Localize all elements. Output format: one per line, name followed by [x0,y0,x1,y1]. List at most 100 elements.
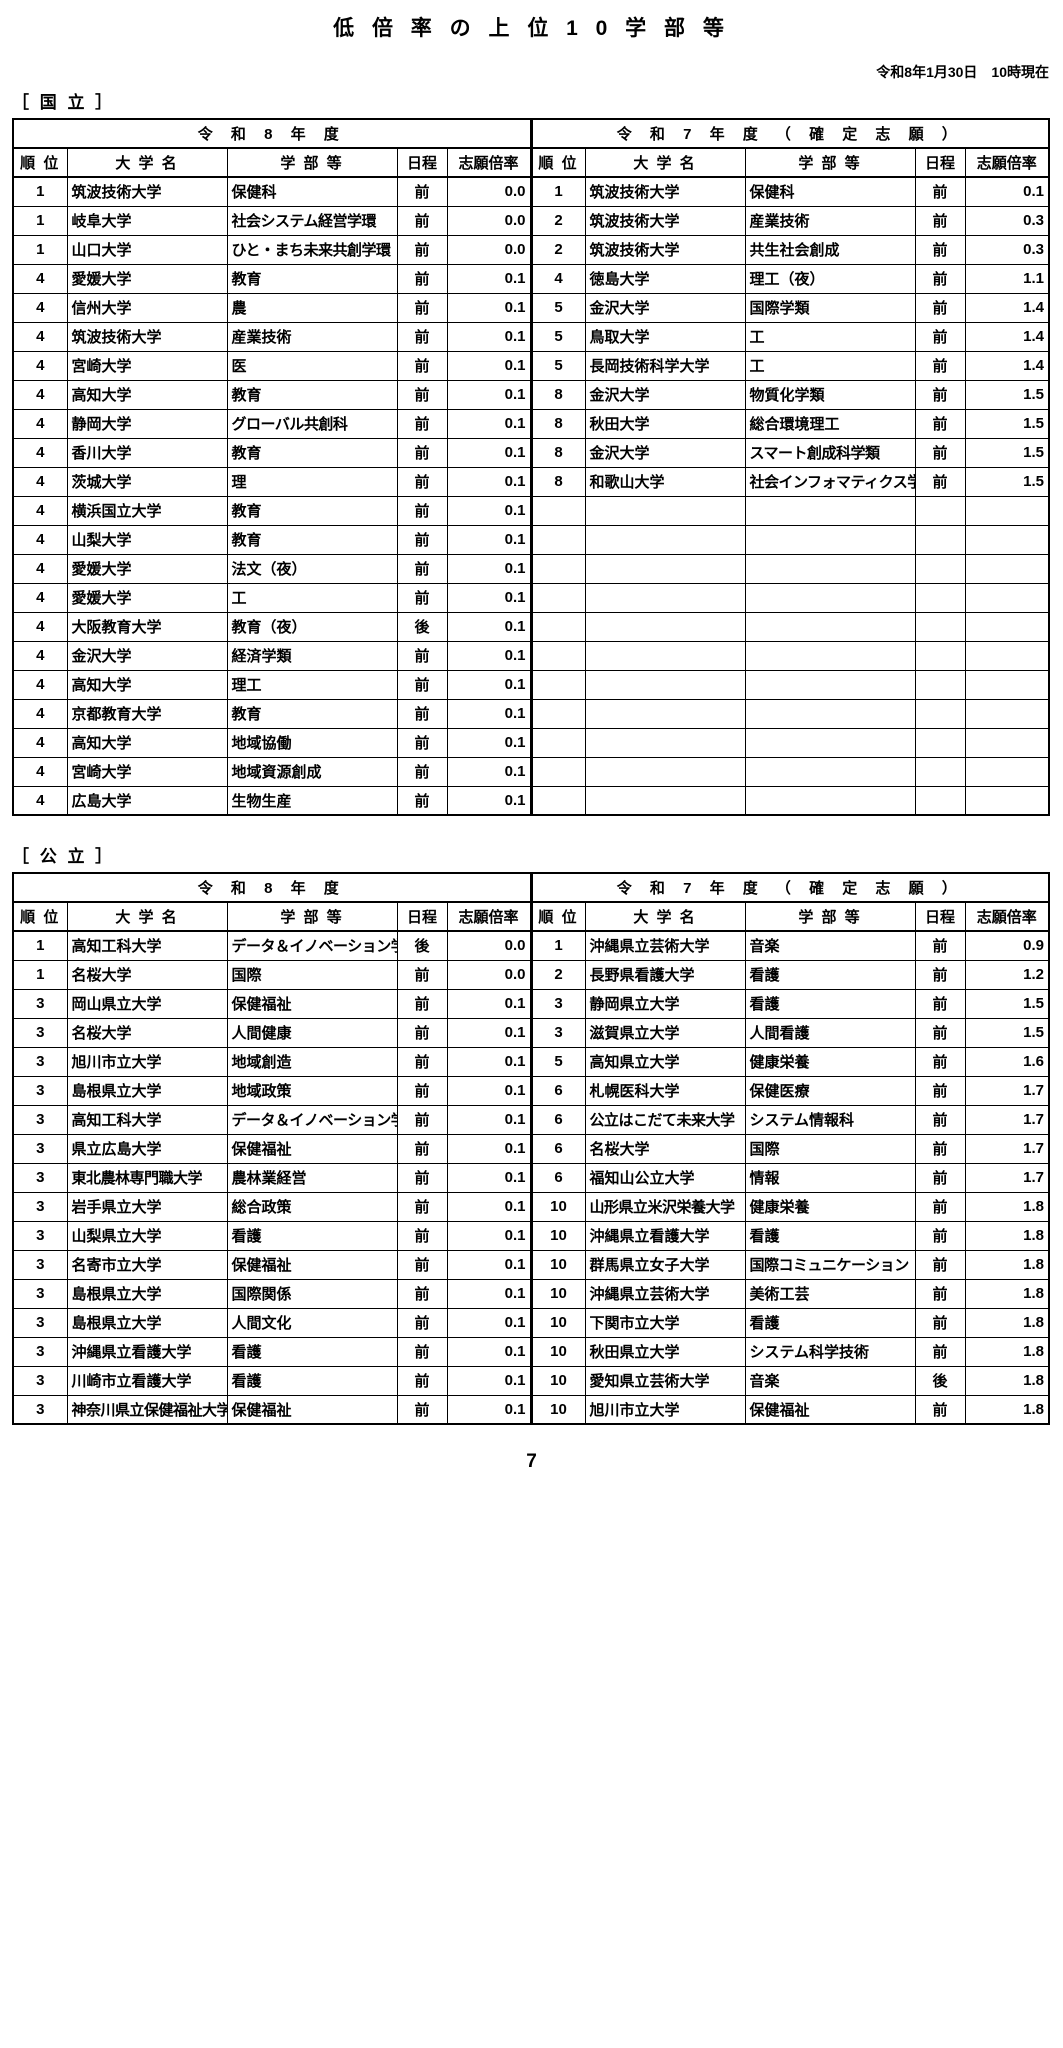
cell-faculty-right: 健康栄養 [744,1191,916,1222]
cell-university-right: 福知山公立大学 [584,1162,746,1193]
cell-schedule-left: 前 [396,1307,448,1338]
cell-university-right: 金沢大学 [584,292,746,323]
cell-rank-left: 4 [12,640,68,671]
cell-faculty-right: 共生社会創成 [744,234,916,265]
cell-schedule-left: 前 [396,1220,448,1251]
cell-schedule-right: 前 [914,1133,966,1164]
cell-schedule-left: 前 [396,1162,448,1193]
cell-university-left: 大阪教育大学 [66,611,228,642]
cell-rank-left: 4 [12,263,68,294]
cell-rank-right [529,611,586,642]
cell-schedule-left: 前 [396,698,448,729]
cell-rank-right: 5 [529,321,586,352]
cell-faculty-left: 農 [226,292,398,323]
cell-rank-right: 10 [529,1278,586,1309]
cell-university-left: 横浜国立大学 [66,495,228,526]
table-row: 4 筑波技術大学 産業技術前 0.1 5 鳥取大学工前 1.4 [12,321,1050,352]
cell-schedule-right: 前 [914,379,966,410]
table-row: 4 宮崎大学医前 0.1 5 長岡技術科学大学工前 1.4 [12,350,1050,381]
cell-ratio-left: 0.1 [446,553,533,584]
cell-ratio-right: 1.7 [964,1075,1050,1106]
table-row: 3 島根県立大学 地域政策前 0.1 6 札幌医科大学 保健医療前 1.7 [12,1075,1050,1106]
cell-schedule-left: 前 [396,1017,448,1048]
table-row: 1 筑波技術大学 保健科前 0.0 1 筑波技術大学 保健科前 0.1 [12,176,1050,207]
cell-rank-left: 1 [12,176,68,207]
cell-ratio-right: 1.7 [964,1104,1050,1135]
cell-rank-left: 3 [12,1278,68,1309]
table-row: 4 高知大学 理工前 0.1 [12,669,1050,700]
cell-faculty-left: 産業技術 [226,321,398,352]
cell-university-left: 沖縄県立看護大学 [66,1336,228,1367]
section-label-public: ［ 公 立 ］ [12,847,116,866]
national-table: 令 和 8 年 度 令 和 7 年 度 （ 確 定 志 願 ） 順 位 大 学 … [12,118,1051,816]
cell-rank-right [529,553,586,584]
cell-university-right [584,785,746,816]
cell-rank-right [529,495,586,526]
cell-ratio-right: 1.5 [964,408,1050,439]
cell-university-left: 山口大学 [66,234,228,265]
section-label-national: ［ 国 立 ］ [12,93,116,112]
cell-faculty-right [744,611,916,642]
cell-schedule-left: 前 [396,727,448,758]
cell-faculty-right: 国際コミュニケーション [744,1249,916,1280]
table-row: 3 旭川市立大学 地域創造前 0.1 5 高知県立大学 健康栄養前 1.6 [12,1046,1050,1077]
cell-faculty-left: 保健福祉 [226,988,398,1019]
cell-schedule-left: 前 [396,1365,448,1396]
cell-university-right [584,582,746,613]
cell-schedule-right [914,611,966,642]
cell-ratio-left: 0.1 [446,1307,533,1338]
cell-ratio-left: 0.1 [446,437,533,468]
cell-schedule-right: 前 [914,234,966,265]
cell-university-right: 秋田県立大学 [584,1336,746,1367]
year-header-row: 令 和 8 年 度 令 和 7 年 度 （ 確 定 志 願 ） [12,872,1050,903]
cell-ratio-left: 0.1 [446,698,533,729]
cell-ratio-left: 0.1 [446,1365,533,1396]
cell-ratio-left: 0.1 [446,495,533,526]
cell-faculty-right [744,640,916,671]
year-header-left: 令 和 8 年 度 [12,872,533,903]
cell-schedule-left: 前 [396,379,448,410]
cell-ratio-left: 0.0 [446,959,533,990]
cell-rank-right: 10 [529,1336,586,1367]
cell-ratio-left: 0.1 [446,524,533,555]
cell-ratio-left: 0.1 [446,1046,533,1077]
cell-university-right [584,756,746,787]
page-title: 低 倍 率 の 上 位 1 0 学 部 等 [333,17,730,40]
cell-schedule-right: 前 [914,1307,966,1338]
cell-ratio-left: 0.1 [446,1220,533,1251]
col-rank-left: 順 位 [12,147,68,178]
cell-ratio-left: 0.1 [446,379,533,410]
cell-faculty-left: 保健福祉 [226,1133,398,1164]
cell-faculty-left: データ＆イノベーション学群 [226,1104,398,1135]
cell-university-left: 静岡大学 [66,408,228,439]
table-row: 4 愛媛大学工前 0.1 [12,582,1050,613]
cell-rank-right: 10 [529,1394,586,1425]
cell-university-right: 札幌医科大学 [584,1075,746,1106]
table-row: 3 岩手県立大学 総合政策前 0.1 10 山形県立米沢栄養大学 健康栄養前 1.8 [12,1191,1050,1222]
cell-rank-left: 4 [12,582,68,613]
cell-university-left: 岩手県立大学 [66,1191,228,1222]
cell-rank-right: 6 [529,1075,586,1106]
cell-schedule-left: 前 [396,205,448,236]
cell-rank-right [529,582,586,613]
cell-ratio-left: 0.1 [446,321,533,352]
cell-faculty-left: 看護 [226,1336,398,1367]
cell-rank-left: 3 [12,1220,68,1251]
cell-rank-right: 5 [529,1046,586,1077]
cell-schedule-right: 前 [914,1336,966,1367]
cell-faculty-left: 教育 [226,698,398,729]
cell-faculty-right [744,553,916,584]
cell-rank-right: 6 [529,1104,586,1135]
col-schedule-left: 日程 [396,147,448,178]
cell-faculty-right: 健康栄養 [744,1046,916,1077]
cell-rank-left: 4 [12,553,68,584]
cell-schedule-right: 後 [914,1365,966,1396]
cell-rank-left: 3 [12,1191,68,1222]
cell-rank-left: 4 [12,408,68,439]
cell-ratio-left: 0.1 [446,640,533,671]
cell-faculty-left: データ＆イノベーション学群 [226,930,398,961]
table-body: 1高知工科大学データ＆イノベーション学群後0.01沖縄県立芸術大学音楽前0.91… [12,930,1050,1425]
table-row: 3 岡山県立大学 保健福祉前 0.1 3 静岡県立大学 看護前 1.5 [12,988,1050,1019]
cell-faculty-right [744,785,916,816]
